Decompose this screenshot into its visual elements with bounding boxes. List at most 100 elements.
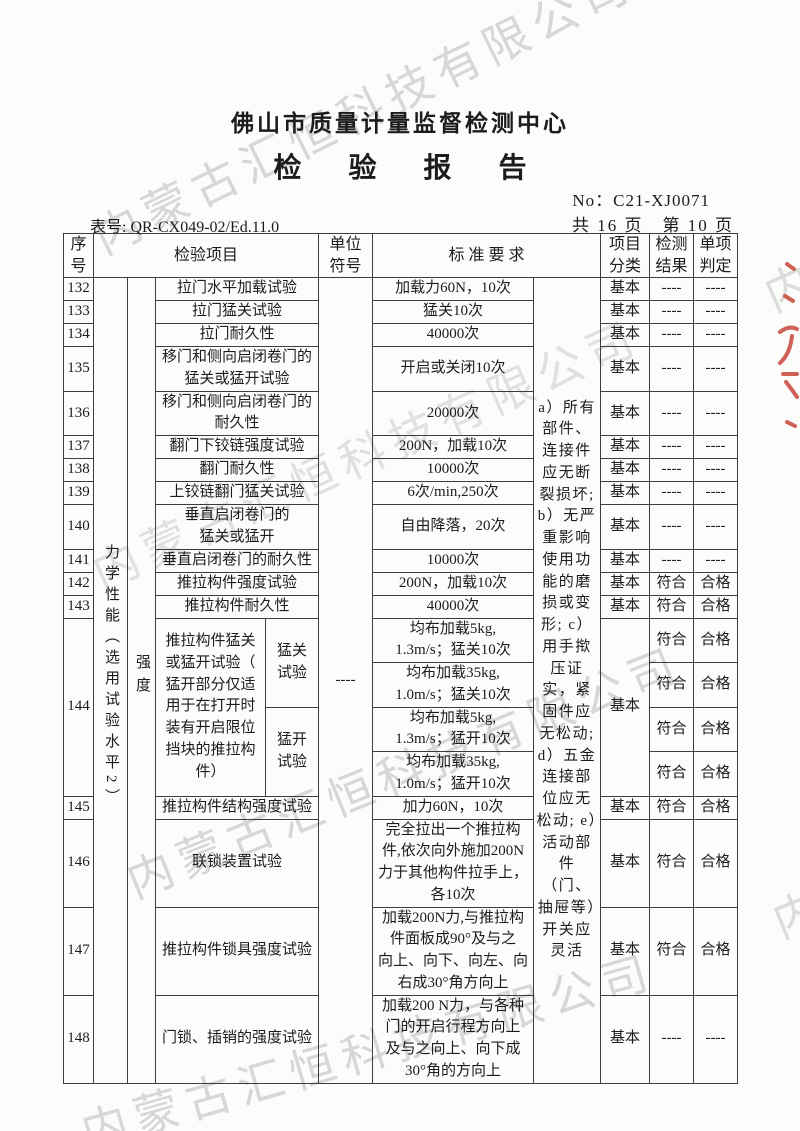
table-row: 144 推拉构件猛关 或猛开试验（ 猛开部分仅适 用于在打开时 装有开启限位 挡… xyxy=(63,617,739,797)
table-row: 143 推拉构件耐久性 40000次 基本 符合 合格 xyxy=(63,594,739,619)
result-cell: 符合 xyxy=(649,594,695,619)
judgment-cell: 合格 xyxy=(693,662,739,708)
standard-cell: 均布加载5kg, 1.3m/s；猛关10次 xyxy=(372,617,535,664)
category-cell: 基本 xyxy=(600,795,651,820)
row-no: 147 xyxy=(63,906,94,996)
judgment-cell: 合格 xyxy=(693,751,739,797)
category-cell: 基本 xyxy=(600,390,651,437)
row-no: 139 xyxy=(63,481,94,506)
result-cell: ---- xyxy=(649,435,695,460)
result-cell: ---- xyxy=(649,277,695,302)
pagination: 共 16 页 第 10 页 xyxy=(572,216,734,235)
item-cell: 拉门猛关试验 xyxy=(154,300,320,325)
category-cell: 基本 xyxy=(600,481,651,506)
row-no: 141 xyxy=(63,548,94,573)
row-no: 133 xyxy=(63,300,94,325)
category-cell: 基本 xyxy=(600,277,651,302)
unit-cell: ---- xyxy=(318,277,374,1084)
result-cell: 符合 xyxy=(649,706,695,753)
result-cell: ---- xyxy=(649,390,695,437)
standard-cell: 6次/min,250次 xyxy=(372,481,535,506)
standard-cell: 200N，加载10次 xyxy=(372,435,535,460)
row-no: 145 xyxy=(63,795,94,820)
row-no: 142 xyxy=(63,571,94,596)
row-no: 148 xyxy=(63,994,94,1084)
standard-cell: 40000次 xyxy=(372,323,535,348)
category-cell: 基本 xyxy=(600,617,651,797)
category-cell: 基本 xyxy=(600,994,651,1084)
table-row: 135 移门和侧向启闭卷门的 猛关或猛开试验 开启或关闭10次 基本 ---- … xyxy=(63,346,739,392)
row-no: 146 xyxy=(63,818,94,908)
result-cell: 符合 xyxy=(649,818,695,908)
result-cell: 符合 xyxy=(649,906,695,996)
result-cell: ---- xyxy=(649,994,695,1084)
table-row: 136 移门和侧向启闭卷门的 耐久性 20000次 基本 ---- ---- xyxy=(63,390,739,437)
item-cell: 推拉构件强度试验 xyxy=(154,571,320,596)
report-number: No：C21-XJ0071 xyxy=(572,191,710,210)
category-cell: 基本 xyxy=(600,323,651,348)
item-cell: 上铰链翻门猛关试验 xyxy=(154,481,320,506)
item-cell: 推拉构件猛关 或猛开试验（ 猛开部分仅适 用于在打开时 装有开启限位 挡块的推拉… xyxy=(155,617,266,797)
col-header-standard: 标 准 要 求 xyxy=(372,232,602,279)
category-cell: 基本 xyxy=(600,906,651,996)
row-no: 136 xyxy=(63,390,94,437)
col-header-category: 项目 分类 xyxy=(600,232,651,279)
col-header-item: 检验项目 xyxy=(92,232,320,279)
item-cell: 推拉构件锁具强度试验 xyxy=(154,906,320,996)
item-cell: 翻门耐久性 xyxy=(154,458,320,483)
table-row: 139 上铰链翻门猛关试验 6次/min,250次 基本 ---- ---- xyxy=(63,481,739,506)
judgment-cell: 合格 xyxy=(693,706,739,753)
judgment-cell: ---- xyxy=(693,277,739,302)
row-no: 144 xyxy=(63,617,94,797)
item-cell: 翻门下铰链强度试验 xyxy=(154,435,320,460)
item-cell: 推拉构件结构强度试验 xyxy=(154,795,320,820)
result-cell: 符合 xyxy=(649,662,695,708)
group-strength: 强度 xyxy=(127,277,156,1084)
result-cell: ---- xyxy=(649,346,695,392)
item-cell: 门锁、插销的强度试验 xyxy=(154,994,320,1084)
result-cell: 符合 xyxy=(649,795,695,820)
standard-cell: 加载力60N，10次 xyxy=(372,277,535,302)
judgment-cell: 合格 xyxy=(693,795,739,820)
table-row: 均布加载35kg, 1.0m/s；猛开10次 符合 合格 xyxy=(64,751,739,797)
row-no: 134 xyxy=(63,323,94,348)
table-row: 137 翻门下铰链强度试验 200N，加载10次 基本 ---- ---- xyxy=(63,435,739,460)
row-no: 138 xyxy=(63,458,94,483)
standard-cell: 40000次 xyxy=(372,594,535,619)
category-cell: 基本 xyxy=(600,818,651,908)
table-row: 133 拉门猛关试验 猛关10次 基本 ---- ---- xyxy=(63,300,739,325)
standard-cell: 均布加载5kg, 1.3m/s；猛开10次 xyxy=(372,706,535,753)
table-header-row: 序 号 检验项目 单位 符号 标 准 要 求 项目 分类 检测 结果 单项 判定 xyxy=(63,232,739,279)
judgment-cell: 合格 xyxy=(693,594,739,619)
judgment-cell: ---- xyxy=(693,504,739,550)
standard-cell: 20000次 xyxy=(372,390,535,437)
result-cell: 符合 xyxy=(649,751,695,797)
form-number: 表号: QR-CX049-02/Ed.11.0 xyxy=(90,219,280,236)
standard-cell: 200N，加载10次 xyxy=(372,571,535,596)
standard-cell: 加载200N力,与推拉构 件面板成90°及与之 向上、向下、向左、向 右成30°… xyxy=(372,906,535,996)
result-cell: 符合 xyxy=(649,617,695,664)
result-cell: ---- xyxy=(649,481,695,506)
item-cell: 拉门耐久性 xyxy=(154,323,320,348)
standard-cell: 完全拉出一个推拉构 件,依次向外施加200N 力于其他构件拉手上， 各10次 xyxy=(372,818,535,908)
row-no: 143 xyxy=(63,594,94,619)
table-row: 146 联锁装置试验 完全拉出一个推拉构 件,依次向外施加200N 力于其他构件… xyxy=(63,818,739,908)
item-cell: 移门和侧向启闭卷门的 耐久性 xyxy=(154,390,320,437)
result-cell: ---- xyxy=(649,458,695,483)
table-row: 140 垂直启闭卷门的 猛关或猛开 自由降落，20次 基本 ---- ---- xyxy=(63,504,739,550)
standard-cell: 加载200 N力，与各种 门的开启行程方向上 及与之向上、向下成 30°角的方向… xyxy=(372,994,535,1084)
report-title: 检 验 报 告 xyxy=(273,153,547,184)
standard-cell: 自由降落，20次 xyxy=(372,504,535,550)
judgment-cell: 合格 xyxy=(693,617,739,664)
category-cell: 基本 xyxy=(600,504,651,550)
judgment-cell: ---- xyxy=(693,346,739,392)
table-row: 145 推拉构件结构强度试验 加力60N，10次 基本 符合 合格 xyxy=(63,795,739,820)
category-cell: 基本 xyxy=(600,594,651,619)
col-header-no: 序 号 xyxy=(63,232,94,279)
table-row: 猛开 试验 均布加载5kg, 1.3m/s；猛开10次 符合 合格 xyxy=(64,706,739,797)
table-row: 142 推拉构件强度试验 200N，加载10次 基本 符合 合格 xyxy=(63,571,739,596)
item-cell: 推拉构件耐久性 xyxy=(154,594,320,619)
standard-cell: 开启或关闭10次 xyxy=(372,346,535,392)
col-header-result: 检测 结果 xyxy=(649,232,695,279)
table-row: 134 拉门耐久性 40000次 基本 ---- ---- xyxy=(63,323,739,348)
